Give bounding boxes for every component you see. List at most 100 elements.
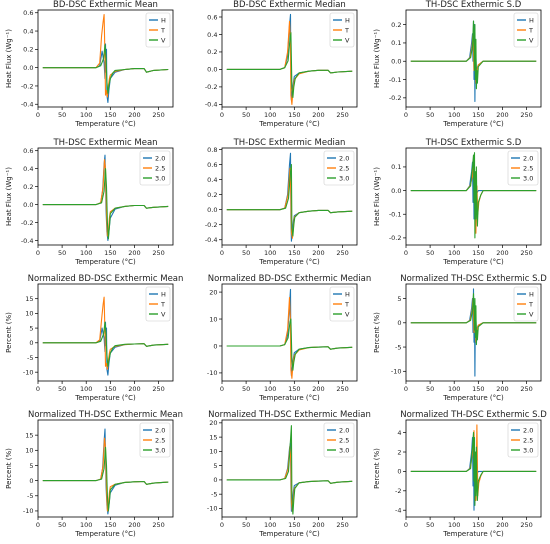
x-tick-label: 250 [152,385,164,393]
y-axis-label: Heat Flux (Wg⁻¹) [373,167,381,226]
legend [323,422,355,458]
x-tick-label: 250 [336,385,348,393]
x-axis-label: Temperature (°C) [442,258,504,266]
y-tick-label: 0 [213,476,217,484]
y-tick-label: 0 [29,477,33,485]
series-line-1 [226,152,353,242]
x-axis-label: Temperature (°C) [442,394,504,402]
legend [513,286,539,322]
y-tick-label: -0.2 [21,219,34,227]
x-tick-label: 200 [312,111,324,119]
chart-title: Normalized BD-DSC Exthermic Median [208,274,372,284]
legend-label: V [529,36,534,44]
y-tick-label: 0.0 [23,64,33,72]
y-tick-label: 5 [213,462,217,470]
legend-label: H [529,16,534,24]
legend-label: H [345,16,350,24]
x-tick-label: 0 [220,521,224,529]
x-tick-label: 200 [496,249,508,257]
x-tick-label: 200 [312,521,324,529]
legend [139,422,171,458]
legend-label: 2.0 [523,426,533,434]
series-line-2 [226,167,353,239]
y-tick-label: 0.6 [207,161,217,169]
legend-label: 2.0 [155,154,165,162]
legend-label: 3.0 [339,174,349,182]
y-axis-label: Heat Flux (Wg⁻¹) [373,29,381,88]
series-line-1 [410,436,537,511]
legend-label: 2.5 [339,164,349,172]
y-axis-label: Percent (%) [5,448,13,489]
legend-label: 2.0 [155,426,165,434]
series-line-1 [226,442,353,512]
legend-label: 2.5 [523,436,533,444]
series-line-2 [42,437,169,512]
y-tick-label: 0.2 [391,21,401,29]
legend-label: H [345,290,350,298]
y-tick-label: -0.2 [389,234,402,242]
x-tick-label: 250 [152,521,164,529]
x-tick-label: 0 [36,249,40,257]
y-tick-label: 0 [397,468,401,476]
x-tick-label: 150 [104,385,116,393]
y-tick-label: 0.4 [207,31,217,39]
x-tick-label: 50 [58,249,66,257]
plot-frame [221,419,358,518]
x-axis-label: Temperature (°C) [74,120,136,128]
series-line-3 [226,163,353,237]
x-tick-label: 250 [336,521,348,529]
legend-label: V [345,310,350,318]
x-tick-label: 200 [128,111,140,119]
x-tick-label: 100 [264,249,276,257]
plot-frame [405,147,542,246]
y-tick-label: -5 [27,492,33,500]
y-tick-label: 5 [397,295,401,303]
x-axis-label: Temperature (°C) [74,530,136,538]
x-tick-label: 0 [404,521,408,529]
y-tick-label: -0.4 [21,101,34,109]
y-tick-label: 10 [25,447,33,455]
x-tick-label: 200 [496,385,508,393]
y-tick-label: 0 [29,339,33,347]
series-line-2 [226,445,353,512]
legend [145,286,171,322]
y-tick-label: 0 [397,319,401,327]
y-axis-label: Heat Flux (Wg⁻¹) [5,29,13,88]
y-tick-label: 0.4 [207,176,217,184]
y-tick-label: -0.2 [21,82,34,90]
x-tick-label: 200 [312,249,324,257]
x-tick-label: 50 [242,385,250,393]
y-tick-label: -10 [391,368,402,376]
y-tick-label: 0.0 [23,201,33,209]
y-tick-label: 20 [209,419,217,427]
y-tick-label: 10 [25,310,33,318]
y-tick-label: -10 [23,507,34,515]
plot-frame [37,283,174,382]
legend-label: T [160,26,165,34]
y-tick-label: 0.0 [207,206,217,214]
chart-title: BD-DSC Exthermic Mean [53,0,158,10]
series-line-1 [42,43,169,103]
legend [323,150,355,186]
y-tick-label: -5 [27,354,33,362]
x-tick-label: 50 [426,521,434,529]
legend-label: 3.0 [523,446,533,454]
plot-frame [37,9,174,108]
series-line-3 [42,168,169,240]
x-tick-label: 0 [404,111,408,119]
y-tick-label: 15 [25,431,33,439]
x-axis-label: Temperature (°C) [258,120,320,128]
x-tick-label: 200 [128,385,140,393]
series-line-1 [410,288,537,377]
y-tick-label: 20 [209,288,217,296]
legend-label: 2.0 [339,154,349,162]
y-tick-label: 0.8 [207,146,217,154]
y-tick-label: -5 [395,343,401,351]
x-tick-label: 50 [242,521,250,529]
plot-frame [405,283,542,382]
y-tick-label: -2 [395,487,401,495]
